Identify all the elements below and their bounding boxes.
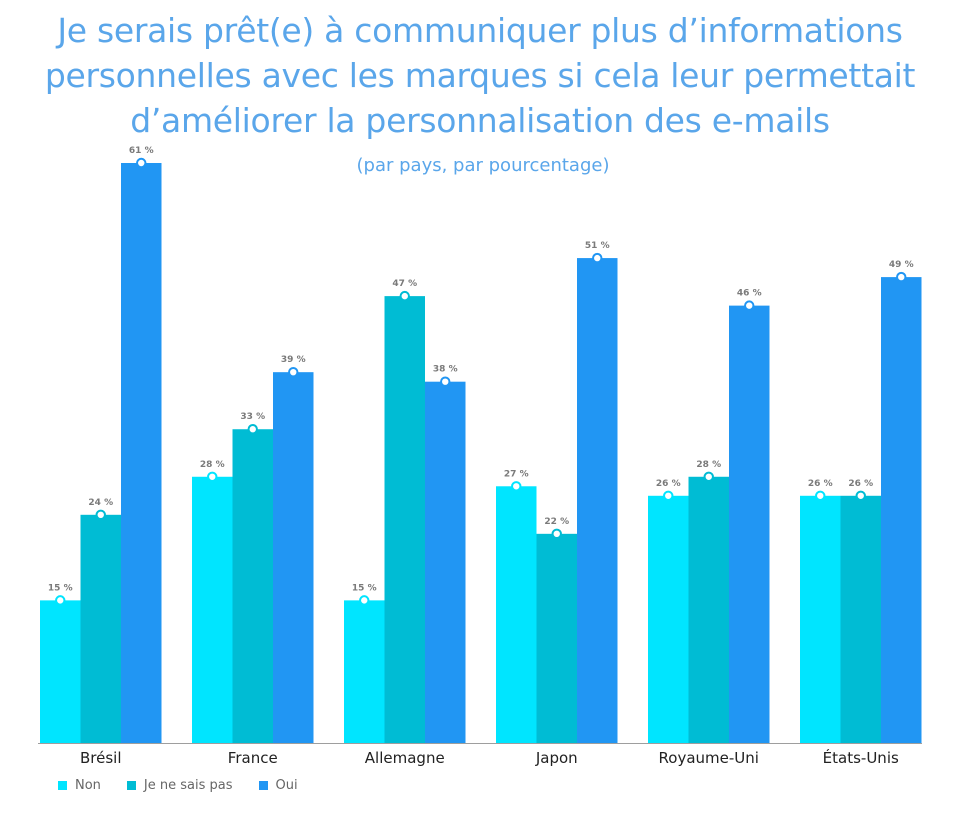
bar xyxy=(425,381,466,743)
legend-label-non: Non xyxy=(75,778,101,793)
chart-title-line: personnelles avec les marques si cela le… xyxy=(44,56,916,95)
data-label: 51 % xyxy=(585,241,610,251)
x-tick-label: États-Unis xyxy=(823,748,899,767)
data-point-marker xyxy=(399,290,410,302)
bar xyxy=(121,163,162,743)
legend-swatch-non xyxy=(58,781,67,790)
data-point-marker xyxy=(855,490,866,501)
data-label: 46 % xyxy=(737,289,762,299)
legend: Non Je ne sais pas Oui xyxy=(58,778,298,793)
bar xyxy=(40,600,81,743)
bar xyxy=(192,476,233,743)
legend-swatch-je-ne-sais-pas xyxy=(126,781,136,790)
data-point-marker xyxy=(663,490,674,501)
data-point-marker xyxy=(55,595,66,606)
data-point-marker xyxy=(207,471,218,482)
bar xyxy=(800,495,841,743)
x-tick-label: Allemagne xyxy=(365,749,445,767)
x-tick-label: France xyxy=(228,749,278,767)
chart-title-line: Je serais prêt(e) à communiquer plus d’i… xyxy=(57,11,903,50)
bar xyxy=(688,476,729,743)
data-label: 39 % xyxy=(281,355,306,365)
bar xyxy=(384,296,425,743)
legend-item-je-ne-sais-pas: Je ne sais pas xyxy=(126,778,233,793)
data-point-marker xyxy=(359,595,370,606)
x-tick-label: Royaume-Uni xyxy=(659,749,759,767)
legend-item-non: Non xyxy=(58,778,101,793)
data-point-marker xyxy=(247,424,258,435)
data-point-marker xyxy=(815,490,826,501)
bar xyxy=(536,533,577,743)
legend-label-oui: Oui xyxy=(275,778,298,793)
data-point-marker xyxy=(136,157,147,169)
data-label: 61 % xyxy=(129,146,154,156)
bar xyxy=(648,495,689,743)
chart-title: Je serais prêt(e) à communiquer plus d’i… xyxy=(0,8,960,143)
bar xyxy=(881,277,922,743)
data-label: 49 % xyxy=(889,260,914,270)
data-label: 26 % xyxy=(656,479,681,489)
data-label: 38 % xyxy=(433,365,458,375)
data-label: 28 % xyxy=(200,460,225,470)
data-point-marker xyxy=(511,481,522,492)
bar xyxy=(729,305,770,743)
data-point-marker xyxy=(440,376,451,387)
data-label: 22 % xyxy=(544,517,569,527)
data-point-marker xyxy=(288,366,299,378)
data-label: 27 % xyxy=(504,469,529,479)
bar xyxy=(496,486,537,743)
data-point-marker xyxy=(744,300,755,311)
bar xyxy=(80,514,121,743)
bar xyxy=(273,372,314,743)
data-point-marker xyxy=(703,471,714,482)
legend-swatch-oui xyxy=(258,781,268,790)
data-point-marker xyxy=(95,509,106,521)
data-point-marker xyxy=(551,528,562,540)
data-label: 26 % xyxy=(848,479,873,489)
chart-subtitle: (par pays, par pourcentage) xyxy=(356,155,610,176)
data-label: 15 % xyxy=(48,583,73,593)
data-point-marker xyxy=(896,271,907,283)
data-label: 33 % xyxy=(240,412,265,422)
bar xyxy=(840,495,881,743)
data-label: 47 % xyxy=(392,279,417,289)
data-label: 15 % xyxy=(352,583,377,593)
data-label: 28 % xyxy=(696,460,721,470)
bar xyxy=(577,258,618,743)
bar xyxy=(344,600,385,743)
data-label: 26 % xyxy=(808,479,833,489)
chart-title-line: d’améliorer la personnalisation des e-ma… xyxy=(130,101,830,140)
data-point-marker xyxy=(592,252,603,264)
legend-label-je-ne-sais-pas: Je ne sais pas xyxy=(143,778,233,793)
x-tick-label: Brésil xyxy=(80,749,122,767)
legend-item-oui: Oui xyxy=(258,778,298,793)
bar xyxy=(232,429,273,743)
data-label: 24 % xyxy=(88,498,113,508)
x-tick-label: Japon xyxy=(535,749,578,767)
